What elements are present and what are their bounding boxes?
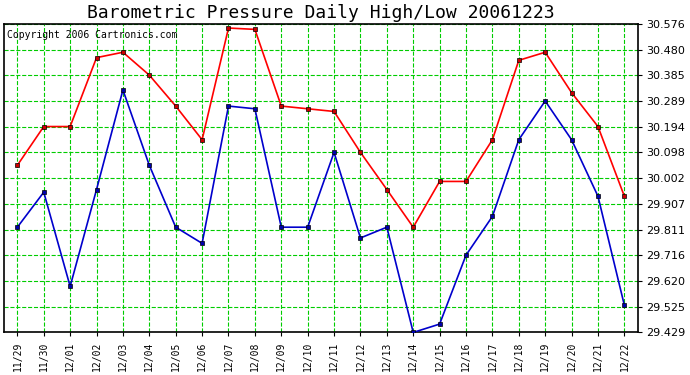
Title: Barometric Pressure Daily High/Low 20061223: Barometric Pressure Daily High/Low 20061… <box>87 4 555 22</box>
Text: Copyright 2006 Cartronics.com: Copyright 2006 Cartronics.com <box>8 30 178 40</box>
